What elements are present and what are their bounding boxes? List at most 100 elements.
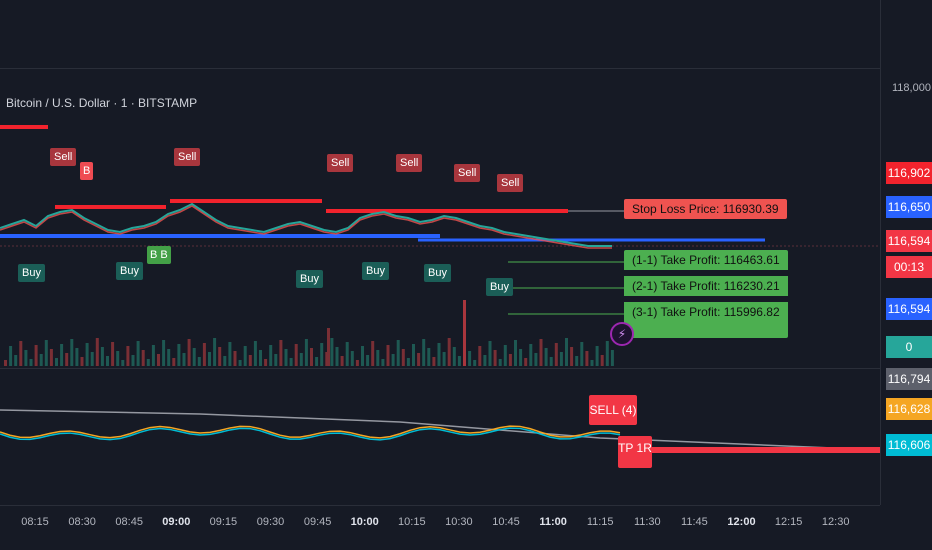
lightning-icon[interactable]: ⚡ <box>610 322 634 346</box>
volume-bar <box>177 344 181 366</box>
time-axis-label: 08:15 <box>21 516 49 528</box>
price-axis-label: 116,594 <box>886 230 932 252</box>
price-axis-label: 116,794 <box>886 368 932 390</box>
price-series-line <box>0 205 612 249</box>
pane-divider[interactable] <box>0 368 880 369</box>
volume-bar <box>34 345 38 366</box>
volume-bar <box>182 353 186 366</box>
volume-bar <box>259 350 262 366</box>
volume-bar <box>335 347 339 366</box>
volume-bar <box>136 341 140 366</box>
volume-bar <box>197 357 201 366</box>
volume-bar <box>478 346 482 366</box>
volume-bar <box>565 338 568 366</box>
volume-bar <box>600 355 604 366</box>
volume-bar <box>157 354 160 366</box>
time-axis-label: 11:15 <box>586 516 614 528</box>
volume-bar <box>29 359 33 366</box>
volume-bar <box>44 340 48 366</box>
symbol-title[interactable]: Bitcoin / U.S. Dollar · 1 · BITSTAMP <box>6 96 198 110</box>
volume-bar <box>457 356 461 366</box>
volume-bar <box>111 342 115 366</box>
volume-bar <box>595 346 599 366</box>
buy-signal: Buy <box>362 262 389 280</box>
time-axis-label: 11:45 <box>681 516 708 528</box>
volume-bar <box>223 356 227 366</box>
volume-bar <box>340 356 344 366</box>
time-axis-label: 12:00 <box>727 516 756 528</box>
sell-signal: Sell <box>454 164 481 182</box>
time-axis-label: 12:15 <box>774 516 803 528</box>
volume-bar <box>238 360 242 366</box>
take-profit-2-box: (2-1) Take Profit: 116230.21 <box>624 276 788 296</box>
volume-bar <box>514 340 517 366</box>
volume-bar <box>447 338 451 366</box>
volume-bar <box>325 352 329 366</box>
price-series-line <box>0 202 612 247</box>
price-axis-label: 00:13 <box>886 256 932 278</box>
volume-bar <box>60 344 64 366</box>
volume-bar <box>192 348 196 366</box>
buy-signal: Buy <box>486 278 513 296</box>
take-profit-3-box: (3-1) Take Profit: 115996.82 <box>624 302 788 338</box>
volume-bar <box>554 343 558 366</box>
time-axis-label: 10:00 <box>350 516 379 528</box>
volume-bar <box>4 360 7 366</box>
volume-bar <box>243 346 247 366</box>
volume-bar <box>9 346 13 366</box>
volume-bar <box>146 359 150 366</box>
volume-bar <box>534 353 538 366</box>
volume-bar <box>202 343 206 366</box>
volume-bar <box>381 359 385 366</box>
time-axis-label: 08:30 <box>68 516 96 528</box>
volume-bar <box>386 345 390 366</box>
volume-bar <box>559 352 563 366</box>
volume-bar <box>233 351 237 366</box>
time-axis-label: 12:30 <box>821 516 850 528</box>
price-axis-label: 116,902 <box>886 162 932 184</box>
time-axis-label: 10:30 <box>445 516 473 528</box>
volume-bar <box>468 351 472 366</box>
volume-bar <box>310 348 313 366</box>
volume-bar <box>80 357 84 366</box>
volume-bar <box>320 343 324 366</box>
time-axis-label: 11:00 <box>539 516 567 528</box>
tp-box: TP 1R <box>618 436 652 468</box>
volume-bar <box>284 349 288 366</box>
volume-bar <box>401 349 405 366</box>
buy-signal: Buy <box>116 262 143 280</box>
oscillator-gray-line <box>0 409 881 451</box>
volume-bar <box>90 352 94 366</box>
volume-bar <box>208 352 211 366</box>
price-axis-top-label: 118,000 <box>892 82 931 94</box>
top-divider <box>0 68 880 69</box>
take-profit-1-box: (1-1) Take Profit: 116463.61 <box>624 250 788 270</box>
volume-bar <box>100 347 104 366</box>
volume-bar <box>65 353 69 366</box>
volume-bar <box>570 347 574 366</box>
volume-bar <box>376 350 380 366</box>
volume-bar <box>442 352 446 366</box>
volume-bar <box>85 343 89 366</box>
time-axis-label: 09:45 <box>303 516 332 528</box>
volume-bar <box>396 340 400 366</box>
volume-bar <box>187 339 191 366</box>
volume-bar <box>575 356 579 366</box>
volume-bar <box>162 340 166 366</box>
volume-bar <box>49 349 53 366</box>
volume-bar <box>371 341 375 366</box>
volume-bar <box>55 358 58 366</box>
volume-bar <box>294 344 298 366</box>
price-axis-divider <box>880 0 881 505</box>
sell-signal: Sell <box>327 154 354 172</box>
price-axis-label: 116,628 <box>886 398 932 420</box>
bb-signal: B B <box>147 246 171 264</box>
volume-bar <box>498 359 502 366</box>
volume-bar <box>483 355 487 366</box>
price-axis-label: 116,594 <box>886 298 932 320</box>
volume-bar <box>106 356 109 366</box>
volume-bar <box>503 345 507 366</box>
price-axis-label: 0 <box>886 336 932 358</box>
